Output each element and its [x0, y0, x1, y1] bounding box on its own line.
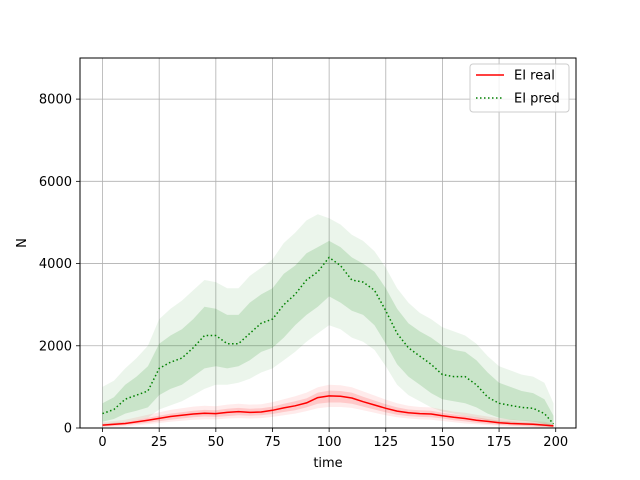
series-line-ei-pred: [102, 256, 555, 425]
legend: EI real EI pred: [469, 63, 570, 113]
grid-lines: [80, 58, 576, 429]
band-outer-ei-pred: [102, 214, 554, 428]
x-tick-label-0: 0: [98, 435, 106, 450]
series-line-ei-real: [102, 395, 554, 427]
band-inner-ei-real: [102, 390, 554, 428]
y-tick-label-2000: 2000: [39, 339, 72, 354]
y-tick-label-4000: 4000: [39, 257, 72, 272]
x-axis-label: time: [313, 456, 342, 471]
legend-label-ei-pred: EI pred: [514, 92, 560, 107]
x-tick-label-150: 150: [430, 435, 455, 450]
y-axis-label: N: [15, 238, 30, 248]
legend-box: [469, 63, 570, 113]
y-tick-label-8000: 8000: [39, 93, 72, 108]
x-tick-label-175: 175: [487, 435, 512, 450]
plot-frame: [79, 57, 577, 429]
band-inner-ei-pred: [102, 240, 554, 426]
x-tick-label-50: 50: [208, 435, 225, 450]
y-tick-label-0: 0: [64, 422, 72, 437]
x-tick-label-100: 100: [317, 435, 342, 450]
x-tick-label-75: 75: [264, 435, 281, 450]
legend-label-ei-real: EI real: [514, 69, 555, 84]
series-lines: [102, 256, 555, 427]
x-tick-label-25: 25: [151, 435, 168, 450]
x-tick-label-200: 200: [543, 435, 568, 450]
band-outer-ei-real: [102, 384, 554, 428]
y-tick-label-6000: 6000: [39, 175, 72, 190]
x-tick-label-125: 125: [373, 435, 398, 450]
confidence-bands: [102, 214, 554, 428]
